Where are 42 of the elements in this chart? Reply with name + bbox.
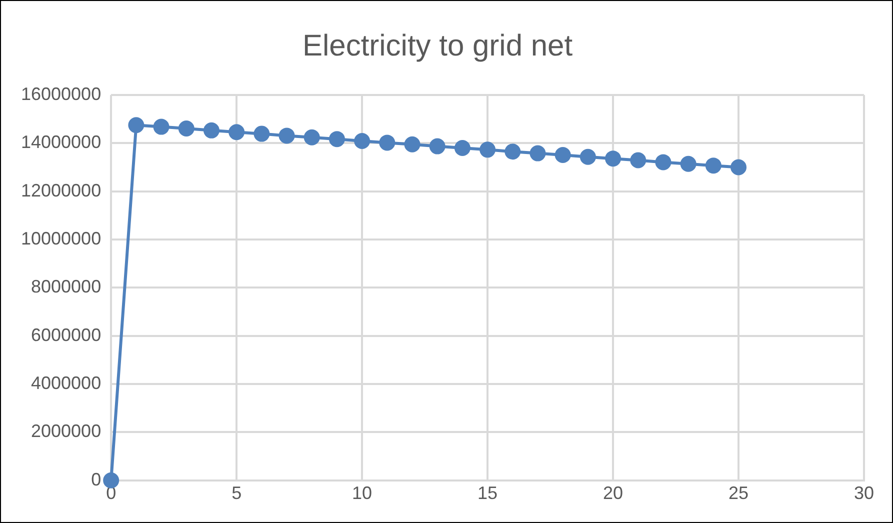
- x-tick-label: 15: [478, 483, 498, 504]
- x-tick-label: 25: [728, 483, 749, 504]
- point: [580, 148, 596, 165]
- y-tick-label: 2000000: [31, 421, 102, 442]
- x-tick-label: 20: [603, 483, 624, 504]
- point: [178, 120, 194, 136]
- point: [605, 150, 622, 167]
- point: [379, 134, 396, 151]
- x-tick-label: 10: [352, 483, 372, 504]
- y-tick-label: 0: [91, 469, 102, 490]
- point: [655, 154, 672, 170]
- x-tick-label: 5: [232, 483, 242, 504]
- point: [153, 118, 170, 135]
- point: [404, 136, 420, 152]
- y-tick-label: 12000000: [20, 180, 102, 200]
- point: [530, 145, 546, 162]
- point: [630, 152, 646, 168]
- point: [128, 117, 144, 134]
- y-tick-label: 10000000: [20, 228, 102, 248]
- point: [680, 156, 696, 172]
- point: [354, 133, 370, 150]
- point: [203, 122, 220, 138]
- x-tick-label: 30: [854, 483, 874, 504]
- point: [429, 138, 446, 154]
- y-tick-label: 4000000: [31, 373, 102, 394]
- point: [730, 159, 747, 176]
- y-tick-label: 8000000: [31, 276, 102, 297]
- point: [304, 129, 320, 146]
- y-tick-label: 16000000: [20, 84, 102, 104]
- point: [454, 140, 470, 156]
- point: [554, 146, 571, 163]
- point: [328, 131, 345, 148]
- chart-title: Electricity to grid net: [302, 29, 574, 62]
- point: [103, 472, 120, 488]
- point: [228, 124, 245, 140]
- point: [254, 126, 270, 142]
- y-tick-label: 14000000: [20, 132, 102, 152]
- point: [278, 128, 295, 144]
- point: [705, 158, 722, 174]
- point: [480, 142, 496, 158]
- y-tick-label: 6000000: [31, 324, 102, 345]
- point: [504, 144, 521, 160]
